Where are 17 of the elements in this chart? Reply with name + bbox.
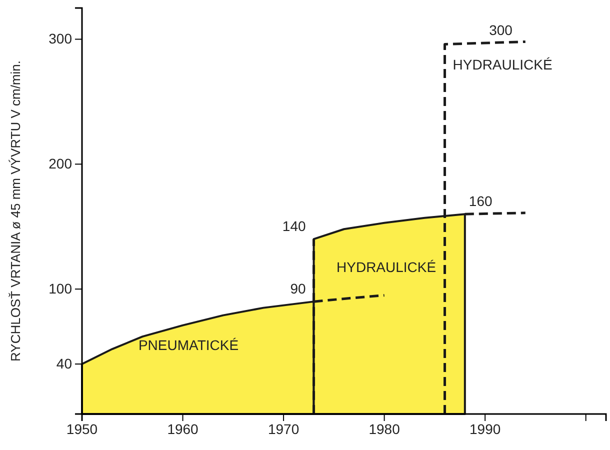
annotation: 300 — [489, 22, 513, 38]
x-tick-label: 1960 — [167, 420, 199, 437]
series-label: PNEUMATICKÉ — [138, 336, 239, 353]
x-tick-label: 1980 — [368, 420, 400, 437]
series-label: HYDRAULICKÉ — [452, 56, 552, 73]
annotation: 140 — [282, 218, 306, 234]
y-tick-label: 300 — [48, 30, 72, 47]
x-tick-label: 1990 — [470, 420, 501, 437]
x-tick-label: 1970 — [268, 420, 300, 437]
y-tick-label: 40 — [56, 356, 72, 372]
y-tick-label: 200 — [48, 156, 72, 172]
series-label: HYDRAULICKÉ — [336, 258, 436, 275]
y-tick-label: 100 — [48, 280, 72, 297]
annotation: 90 — [290, 280, 306, 297]
y-axis-title: RYCHLOSŤ VRTANIA ø 45 mm VÝVRTU V cm/min. — [8, 60, 23, 362]
annotation: 160 — [468, 193, 492, 210]
x-tick-label: 1950 — [66, 420, 98, 437]
